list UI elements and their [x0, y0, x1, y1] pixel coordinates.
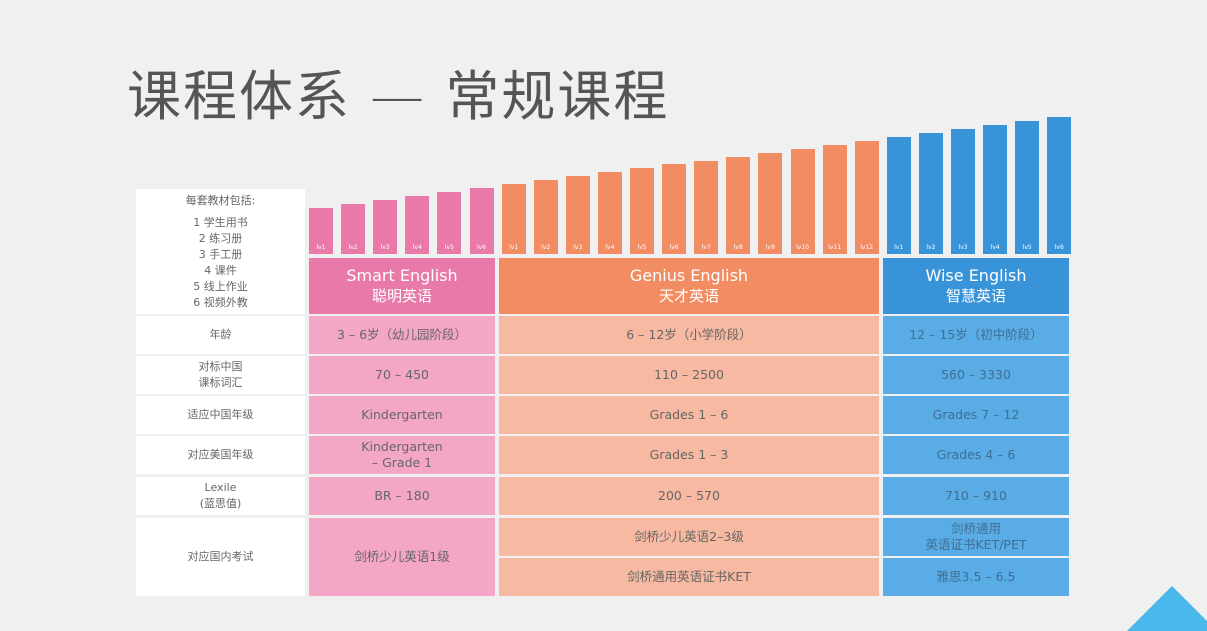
exam-genius-1: 剑桥少儿英语2–3级 [499, 518, 879, 556]
includes-item: 1 学生用书 [193, 215, 248, 229]
level-label: lv4 [605, 243, 615, 251]
exam-label: 对应国内考试 [136, 518, 305, 596]
program-name: Genius English [629, 266, 749, 285]
level-bar-genius-lv1: lv1 [501, 184, 526, 254]
program-name: Smart English [346, 266, 458, 285]
level-label: lv12 [860, 243, 874, 251]
level-bar-genius-lv6: lv6 [662, 164, 687, 254]
cell-wise: 12 – 15岁（初中阶段） [883, 316, 1069, 354]
level-label: lv5 [1022, 243, 1032, 251]
cell-genius: 6 – 12岁（小学阶段） [499, 316, 879, 354]
cell-genius: 200 – 570 [499, 477, 879, 515]
level-label: lv3 [573, 243, 583, 251]
level-bar-wise-lv3: lv3 [951, 128, 975, 254]
row-label: Lexile (蓝思值) [136, 477, 305, 515]
level-label: lv1 [509, 243, 519, 251]
level-bar-genius-lv9: lv9 [758, 152, 783, 254]
exam-wise-2: 雅思3.5 – 6.5 [883, 558, 1069, 596]
level-bar-genius-lv12: lv12 [854, 140, 879, 254]
exam-wise-1: 剑桥通用 英语证书KET/PET [883, 518, 1069, 556]
level-label: lv8 [733, 243, 743, 251]
program-name-zh: 天才英语 [658, 287, 719, 305]
level-label: lv7 [701, 243, 711, 251]
level-bar-smart-lv5: lv5 [437, 192, 462, 254]
level-bar-smart-lv4: lv4 [405, 196, 430, 254]
row-label: 对应美国年级 [136, 436, 305, 474]
includes-item: 6 视频外教 [193, 295, 248, 309]
level-label: lv6 [669, 243, 679, 251]
level-label: lv11 [828, 243, 842, 251]
exam-smart: 剑桥少儿英语1级 [309, 518, 495, 596]
exam-genius-2: 剑桥通用英语证书KET [499, 558, 879, 596]
level-label: lv5 [444, 243, 454, 251]
level-bar-wise-lv6: lv6 [1047, 117, 1072, 254]
level-bar-wise-lv5: lv5 [1015, 120, 1040, 254]
cell-smart: 70 – 450 [309, 356, 495, 394]
includes-title: 每套教材包括: [185, 193, 256, 207]
level-label: lv2 [348, 243, 358, 251]
level-bar-wise-lv1: lv1 [886, 136, 911, 254]
program-name-zh: 智慧英语 [945, 287, 1006, 305]
program-header-smart: Smart English 聪明英语 [309, 258, 495, 314]
program-header-wise: Wise English 智慧英语 [883, 258, 1069, 314]
cell-genius: 110 – 2500 [499, 356, 879, 394]
row-label: 对标中国 课标词汇 [136, 356, 305, 394]
level-bar-smart-lv1: lv1 [309, 208, 333, 254]
row-label: 年龄 [136, 316, 305, 354]
level-label: lv5 [637, 243, 647, 251]
program-header-genius: Genius English 天才英语 [499, 258, 879, 314]
cell-wise: Grades 4 – 6 [883, 436, 1069, 474]
level-label: lv1 [316, 244, 326, 251]
level-bar-genius-lv2: lv2 [533, 180, 558, 254]
cell-smart: 3 – 6岁（幼儿园阶段） [309, 316, 495, 354]
includes-item: 4 课件 [204, 263, 237, 277]
level-label: lv2 [926, 243, 936, 251]
program-name-zh: 聪明英语 [371, 287, 432, 305]
page-title: 课程体系 — 常规课程 [127, 65, 670, 128]
level-label: lv3 [380, 243, 390, 251]
cell-wise: 560 – 3330 [883, 356, 1069, 394]
level-bar-genius-lv4: lv4 [597, 172, 622, 254]
level-label: lv4 [412, 243, 422, 251]
level-bar-smart-lv3: lv3 [373, 200, 398, 254]
cell-smart: Kindergarten [309, 396, 495, 434]
level-label: lv6 [1054, 244, 1064, 251]
includes-item: 5 线上作业 [193, 279, 248, 293]
cell-genius: Grades 1 – 6 [499, 396, 879, 434]
level-label: lv1 [894, 243, 904, 251]
cell-smart: BR – 180 [309, 477, 495, 515]
includes-box: 每套教材包括: 1 学生用书 2 练习册 3 手工册 4 课件 5 线上作业 6 视频外教 [136, 189, 305, 314]
level-label: lv4 [990, 243, 1000, 251]
level-bar-genius-lv10: lv10 [790, 148, 815, 254]
level-bar-genius-lv3: lv3 [565, 176, 590, 254]
level-label: lv9 [765, 243, 775, 251]
cell-wise: Grades 7 – 12 [883, 396, 1069, 434]
cell-genius: Grades 1 – 3 [499, 436, 879, 474]
includes-item: 2 练习册 [198, 231, 243, 245]
level-bar-smart-lv6: lv6 [469, 188, 494, 254]
level-bar-genius-lv7: lv7 [694, 160, 719, 254]
level-bar-genius-lv5: lv5 [630, 168, 654, 254]
level-bar-wise-lv4: lv4 [983, 124, 1008, 254]
level-bar-smart-lv2: lv2 [341, 204, 366, 254]
includes-item: 3 手工册 [198, 247, 243, 261]
row-label: 适应中国年级 [136, 396, 305, 434]
level-label: lv2 [541, 243, 551, 251]
corner-decoration [1127, 586, 1207, 631]
level-label: lv3 [958, 243, 968, 251]
level-label: lv10 [796, 243, 809, 251]
cell-wise: 710 – 910 [883, 477, 1069, 515]
program-name: Wise English [925, 266, 1027, 285]
level-label: lv6 [476, 243, 487, 251]
level-bar-wise-lv2: lv2 [918, 132, 943, 254]
level-bar-genius-lv11: lv11 [822, 144, 847, 254]
level-bar-genius-lv8: lv8 [726, 156, 751, 254]
cell-smart: Kindergarten – Grade 1 [309, 436, 495, 474]
